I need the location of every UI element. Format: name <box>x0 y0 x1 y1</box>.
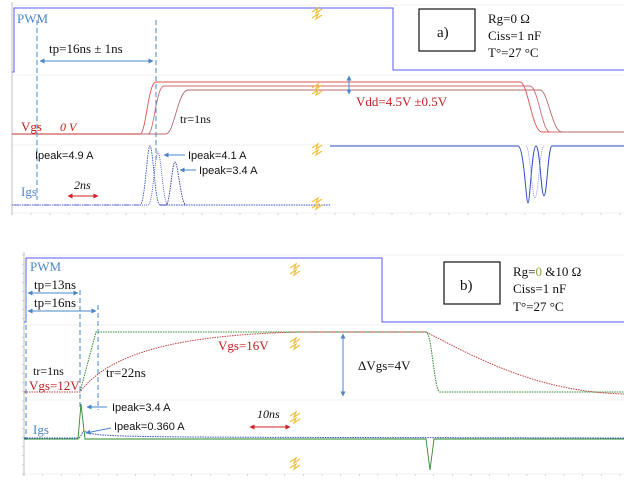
panel-a: PWM tp=16ns ± 1ns tr=1ns Vdd=4.5V ±0.5V … <box>11 2 624 215</box>
panel-a-vgs-trace-1 <box>12 81 624 135</box>
panel-b-vgs-rg0-trace <box>24 331 624 393</box>
panel-b-tp13-label: tp=13ns <box>34 277 76 292</box>
panel-a-igs-label: Igs <box>21 184 37 199</box>
panel-b-dvgs-label: ΔVgs=4V <box>358 358 411 373</box>
panel-a-igs-right-trace-2 <box>525 145 545 199</box>
panel-b-igs-rg0-trace <box>24 403 624 471</box>
panel-b-param-rg-suffix: &10 Ω <box>542 264 581 279</box>
panel-b-vgs16-label: Vgs=16V <box>218 338 269 353</box>
panel-b-pwm-label: PWM <box>30 259 62 274</box>
panel-a-tp-label: tp=16ns ± 1ns <box>49 41 123 56</box>
panel-a-igs-right-base <box>330 145 624 204</box>
panel-b: PWM tp=13ns tp=16ns Vgs=16V ΔVgs=4V tr=1… <box>22 252 624 476</box>
panel-a-pwm-trace <box>12 7 624 73</box>
panel-a-label: a) <box>437 25 449 41</box>
panel-b-vgs12-label: Vgs=12V <box>29 378 80 393</box>
panel-a-ipeak1-label: Ipeak=4.9 A <box>35 150 94 162</box>
panel-a-ipeak2-label: Ipeak=4.1 A <box>188 150 247 162</box>
panel-a-break-marks <box>311 6 323 211</box>
panel-b-grid <box>24 254 624 475</box>
panel-a-param-rg: Rg=0 Ω <box>488 11 530 26</box>
panel-b-tp16-label: tp=16ns <box>34 295 76 310</box>
panel-b-break-marks <box>289 262 301 471</box>
panel-b-tr22-label: tr=22ns <box>106 365 146 380</box>
panel-a-pwm-label: PWM <box>17 11 49 26</box>
panel-a-igs-trace-3 <box>160 161 187 206</box>
panel-a-label-box <box>418 8 476 52</box>
panel-b-param-rg-zero: 0 <box>536 264 543 279</box>
panel-a-igs-trace-1 <box>12 145 330 206</box>
panel-b-ipeak2-label: Ipeak=0.360 A <box>114 421 185 433</box>
panel-b-param-rg-prefix: Rg= <box>513 264 536 279</box>
panel-a-igs-trace-2 <box>12 151 169 206</box>
panel-b-vgs-rg10-trace <box>24 331 624 395</box>
panel-b-param-ciss: Ciss=1 nF <box>513 281 566 296</box>
panel-b-ipeak1-label: Ipeak=3.4 A <box>112 402 171 414</box>
panel-b-10ns-label: 10ns <box>257 407 280 421</box>
panel-a-x-ticks <box>11 213 621 215</box>
panel-b-ipeak2-arrow <box>85 427 112 435</box>
panel-a-ipeak3-label: Ipeak=3.4 A <box>199 165 258 177</box>
panel-a-tr-label: tr=1ns <box>180 112 211 126</box>
panel-b-igs-label: Igs <box>33 422 49 437</box>
panel-b-igs-rg10-trace <box>24 430 624 439</box>
panel-a-param-ciss: Ciss=1 nF <box>488 28 541 43</box>
panel-b-param-temp: T°=27 °C <box>513 299 564 314</box>
panel-a-vdd-label: Vdd=4.5V ±0.5V <box>356 94 448 109</box>
panel-a-vgs-init-label: 0 V <box>60 120 78 134</box>
panel-a-param-temp: T°=27 °C <box>488 45 539 60</box>
panel-b-y-ticks <box>22 254 24 475</box>
panel-a-vgs-trace-3 <box>12 89 624 135</box>
panel-b-x-ticks <box>23 474 621 476</box>
panel-b-tr1-label: tr=1ns <box>33 364 64 378</box>
panel-a-2ns-label: 2ns <box>74 178 91 192</box>
panel-a-vgs-label: Vgs <box>21 119 42 134</box>
panel-b-label-box <box>443 261 501 305</box>
panel-b-label: b) <box>460 278 473 294</box>
panel-b-param-rg: Rg=0 &10 Ω <box>513 264 581 279</box>
